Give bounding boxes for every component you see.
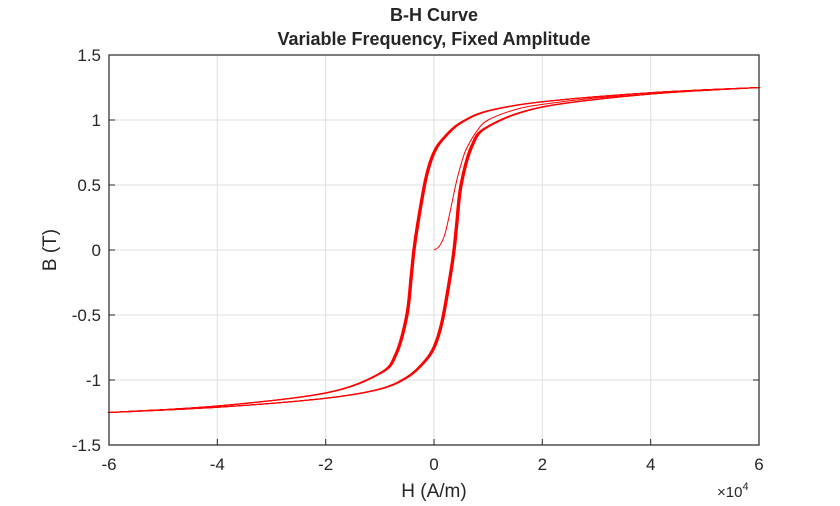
y-tick-label: -1 <box>86 371 101 390</box>
y-tick-label: -0.5 <box>72 306 101 325</box>
x-axis-label: H (A/m) <box>401 481 466 502</box>
curve-descending-branch <box>110 87 761 413</box>
x-tick-label: 4 <box>646 455 655 474</box>
curve-ascending-branch <box>110 87 761 413</box>
x-tick-label: 6 <box>754 455 763 474</box>
bh-curve-lines <box>107 87 761 413</box>
x-tick-label: 0 <box>429 455 438 474</box>
y-axis-label: B (T) <box>40 229 61 271</box>
exponent-power: 4 <box>742 481 748 493</box>
y-tick-label: 0 <box>92 241 101 260</box>
y-tick-label: 1.5 <box>77 46 101 65</box>
x-tick-label: -4 <box>210 455 225 474</box>
y-tick-labels: 1.5 1 0.5 0 -0.5 -1 -1.5 <box>72 46 101 455</box>
chart-subtitle: Variable Frequency, Fixed Amplitude <box>277 29 590 49</box>
y-tick-label: 1 <box>92 111 101 130</box>
y-tick-label: 0.5 <box>77 176 101 195</box>
x-tick-label: 2 <box>538 455 547 474</box>
x-axis-exponent: ×104 <box>717 481 749 501</box>
x-tick-label: -2 <box>318 455 333 474</box>
x-tick-labels: -6 -4 -2 0 2 4 6 <box>101 455 763 474</box>
chart-title: B-H Curve <box>390 5 478 25</box>
exponent-base: ×10 <box>717 484 742 501</box>
tick-marks <box>109 119 759 445</box>
x-tick-label: -6 <box>101 455 116 474</box>
y-tick-label: -1.5 <box>72 436 101 455</box>
